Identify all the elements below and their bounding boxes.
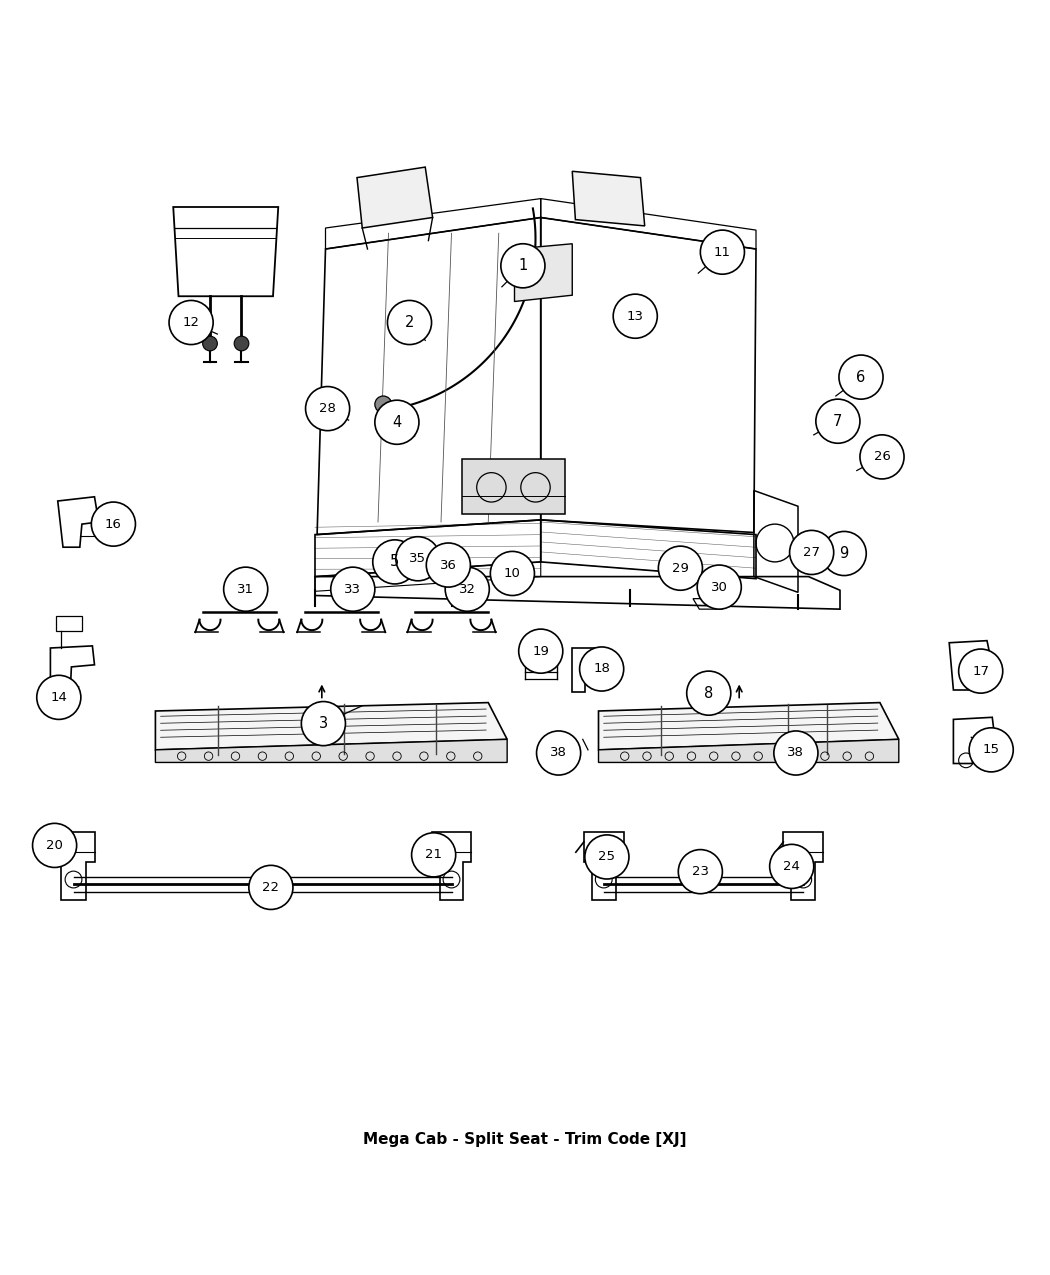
Circle shape [490, 551, 534, 595]
Circle shape [537, 731, 581, 775]
Text: 15: 15 [983, 743, 1000, 756]
Text: 13: 13 [627, 310, 644, 323]
Text: 35: 35 [410, 552, 426, 565]
Polygon shape [155, 740, 507, 762]
Text: 22: 22 [262, 881, 279, 894]
Circle shape [774, 731, 818, 775]
Text: 3: 3 [319, 717, 328, 731]
Text: 29: 29 [672, 562, 689, 575]
Polygon shape [357, 167, 433, 228]
Circle shape [249, 866, 293, 909]
Circle shape [203, 337, 217, 351]
Text: 10: 10 [504, 567, 521, 580]
Circle shape [234, 337, 249, 351]
Circle shape [301, 701, 345, 746]
Text: 32: 32 [459, 583, 476, 595]
Circle shape [33, 824, 77, 867]
Circle shape [585, 835, 629, 878]
Circle shape [678, 849, 722, 894]
Circle shape [396, 537, 440, 581]
Circle shape [697, 565, 741, 609]
Circle shape [959, 649, 1003, 694]
Circle shape [373, 539, 417, 584]
Text: 7: 7 [834, 413, 842, 428]
Text: 16: 16 [105, 518, 122, 530]
Circle shape [387, 301, 432, 344]
Text: 28: 28 [319, 402, 336, 416]
Circle shape [613, 295, 657, 338]
Text: 20: 20 [46, 839, 63, 852]
Circle shape [822, 532, 866, 575]
Text: 24: 24 [783, 859, 800, 873]
Text: 2: 2 [405, 315, 414, 330]
Text: 27: 27 [803, 546, 820, 558]
Text: Mega Cab - Split Seat - Trim Code [XJ]: Mega Cab - Split Seat - Trim Code [XJ] [363, 1132, 687, 1148]
Text: 8: 8 [705, 686, 713, 701]
Circle shape [445, 567, 489, 611]
Circle shape [224, 567, 268, 611]
Text: 31: 31 [237, 583, 254, 595]
Circle shape [687, 671, 731, 715]
Circle shape [816, 399, 860, 444]
Circle shape [501, 244, 545, 288]
Circle shape [839, 354, 883, 399]
Text: 5: 5 [391, 555, 399, 570]
Circle shape [91, 502, 135, 546]
Circle shape [860, 435, 904, 479]
Circle shape [331, 567, 375, 611]
Circle shape [969, 728, 1013, 771]
Text: 30: 30 [711, 580, 728, 594]
Polygon shape [155, 703, 507, 750]
Circle shape [306, 386, 350, 431]
Text: 38: 38 [550, 746, 567, 760]
Text: 12: 12 [183, 316, 200, 329]
Text: 38: 38 [788, 746, 804, 760]
Circle shape [457, 589, 478, 611]
Polygon shape [598, 703, 899, 750]
Text: 26: 26 [874, 450, 890, 463]
Text: 19: 19 [532, 645, 549, 658]
Text: 18: 18 [593, 663, 610, 676]
Polygon shape [514, 244, 572, 301]
Circle shape [412, 833, 456, 877]
Circle shape [770, 844, 814, 889]
Text: 14: 14 [50, 691, 67, 704]
Circle shape [658, 546, 702, 590]
Text: 36: 36 [440, 558, 457, 571]
Text: 23: 23 [692, 866, 709, 878]
Text: 4: 4 [393, 414, 401, 430]
Text: 25: 25 [598, 850, 615, 863]
Circle shape [426, 543, 470, 586]
Text: 33: 33 [344, 583, 361, 595]
Text: 6: 6 [857, 370, 865, 385]
Text: 9: 9 [840, 546, 848, 561]
Text: 17: 17 [972, 664, 989, 677]
Text: 1: 1 [519, 259, 527, 273]
Text: 11: 11 [714, 246, 731, 259]
Polygon shape [462, 459, 565, 514]
Polygon shape [572, 171, 645, 226]
Circle shape [37, 676, 81, 719]
Circle shape [790, 530, 834, 575]
Text: 21: 21 [425, 848, 442, 862]
Circle shape [375, 400, 419, 444]
Circle shape [580, 646, 624, 691]
Circle shape [519, 629, 563, 673]
Circle shape [700, 230, 744, 274]
Polygon shape [598, 740, 899, 762]
Circle shape [375, 397, 392, 413]
Circle shape [169, 301, 213, 344]
